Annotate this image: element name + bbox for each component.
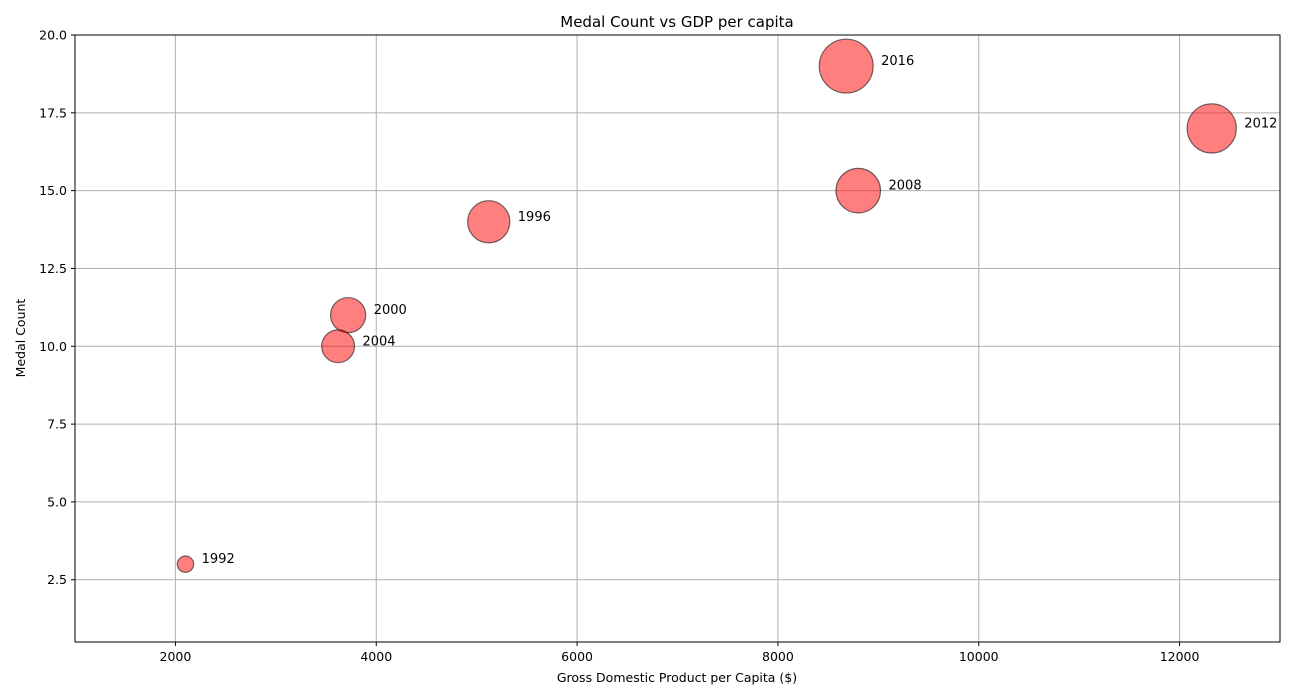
x-tick-label: 12000	[1160, 649, 1200, 664]
point-2004	[321, 329, 356, 364]
point-label-2004: 2004	[362, 334, 395, 349]
x-tick-label: 4000	[360, 649, 392, 664]
x-axis-label: Gross Domestic Product per Capita ($)	[557, 670, 797, 685]
y-axis-ticks: 2.5 5.0 7.5 10.0 12.5 15.0 17.5 20.0	[39, 28, 75, 587]
point-label-1996: 1996	[518, 210, 551, 225]
grid	[75, 34, 1280, 642]
y-tick-label: 5.0	[47, 494, 67, 509]
point-1996	[467, 200, 511, 244]
y-tick-label: 7.5	[47, 417, 67, 432]
y-axis-label: Medal Count	[13, 299, 28, 378]
point-2008	[835, 167, 882, 214]
point-label-1992: 1992	[202, 552, 235, 567]
y-tick-label: 15.0	[39, 183, 67, 198]
x-tick-label: 6000	[561, 649, 593, 664]
chart-title: Medal Count vs GDP per capita	[560, 13, 793, 31]
y-tick-label: 2.5	[47, 572, 67, 587]
y-tick-label: 20.0	[39, 28, 67, 43]
data-points	[176, 38, 1237, 573]
point-label-2008: 2008	[889, 179, 922, 194]
data-labels: 1992 1996 2000 2004 2008 2012 2016	[202, 54, 1278, 567]
x-tick-label: 8000	[762, 649, 794, 664]
point-label-2000: 2000	[374, 303, 407, 318]
point-2016	[818, 38, 874, 94]
point-2012	[1186, 103, 1237, 154]
y-tick-label: 10.0	[39, 339, 67, 354]
x-tick-label: 10000	[959, 649, 999, 664]
point-1992	[176, 555, 195, 573]
x-tick-label: 2000	[160, 649, 192, 664]
x-axis-ticks: 2000 4000 6000 8000 10000 12000	[160, 642, 1200, 664]
point-label-2016: 2016	[881, 54, 914, 69]
point-label-2012: 2012	[1244, 116, 1277, 131]
y-tick-label: 12.5	[39, 261, 67, 276]
y-tick-label: 17.5	[39, 105, 67, 120]
plot-frame	[74, 34, 1281, 643]
point-2000	[329, 296, 367, 334]
